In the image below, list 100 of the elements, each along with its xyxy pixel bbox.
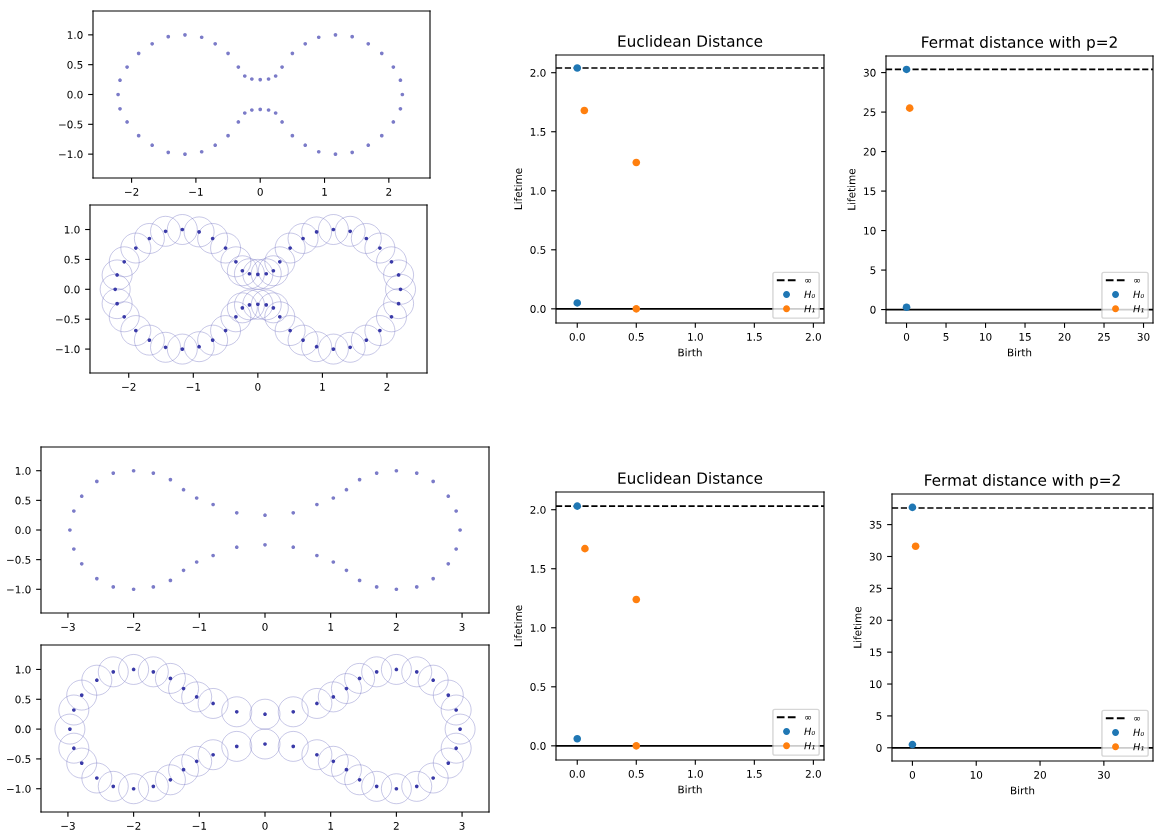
- point: [194, 560, 199, 564]
- y-tick-label: 0.0: [530, 305, 546, 313]
- point: [183, 152, 187, 156]
- y-tick-label: 20: [869, 616, 882, 625]
- point: [72, 509, 76, 513]
- point: [163, 345, 168, 350]
- y-tick-label: 35: [869, 520, 882, 529]
- point: [256, 302, 260, 307]
- point: [314, 230, 319, 234]
- point: [301, 338, 305, 342]
- point: [95, 576, 99, 581]
- point: [166, 150, 171, 155]
- legend-label: H₁: [1133, 305, 1144, 313]
- point: [211, 701, 215, 706]
- x-tick-label: 15: [1019, 333, 1031, 341]
- y-tick-label: −0.5: [56, 315, 80, 324]
- point: [454, 746, 458, 751]
- point: [256, 272, 260, 277]
- point: [134, 328, 138, 333]
- point: [181, 487, 186, 492]
- point: [258, 107, 263, 112]
- point: [431, 678, 435, 683]
- x-tick-label: 10: [970, 770, 983, 779]
- legend-label: ∞: [805, 715, 812, 720]
- point: [333, 33, 338, 37]
- point: [226, 51, 230, 56]
- point: [234, 510, 239, 515]
- point: [234, 709, 239, 714]
- x-tick-label: 2: [384, 382, 390, 391]
- x-tick-label: 0: [903, 332, 910, 341]
- point: [68, 727, 72, 731]
- point: [303, 143, 308, 148]
- point: [431, 479, 435, 484]
- point: [234, 259, 238, 264]
- point: [250, 77, 254, 81]
- point: [122, 314, 127, 319]
- point: [271, 306, 276, 310]
- x-tick-label: −1: [192, 623, 207, 631]
- x-tick-label: 2: [393, 622, 399, 631]
- point: [180, 227, 185, 232]
- point: [291, 545, 296, 550]
- point: [79, 761, 84, 765]
- x-tick-label: 2.0: [805, 769, 821, 778]
- point: [378, 328, 382, 333]
- x-tick-label: 1.5: [747, 770, 762, 778]
- point: [431, 576, 435, 581]
- x-axis-title: Birth: [1011, 786, 1035, 795]
- point: [573, 299, 582, 307]
- legend-label: H₁: [1133, 743, 1144, 751]
- point: [902, 303, 911, 312]
- x-axis-title: Birth: [678, 348, 702, 357]
- legend-label: H₀: [1133, 728, 1144, 737]
- x-tick-label: 0.5: [628, 769, 644, 778]
- point: [264, 303, 269, 307]
- point: [168, 777, 173, 782]
- point: [348, 229, 353, 234]
- x-tick-label: 0: [257, 187, 263, 196]
- point: [573, 734, 582, 743]
- point: [414, 471, 419, 475]
- point: [331, 759, 336, 764]
- x-tick-label: −2: [122, 382, 136, 391]
- y-tick-label: 30: [869, 552, 882, 561]
- y-tick-label: −1.0: [7, 585, 31, 594]
- x-tick-label: 1.5: [747, 333, 762, 341]
- point: [364, 338, 369, 342]
- x-tick-label: 3: [459, 821, 465, 830]
- point: [234, 545, 239, 550]
- point: [277, 314, 282, 319]
- point: [263, 712, 267, 717]
- point: [288, 246, 292, 250]
- point: [111, 784, 116, 789]
- point: [95, 776, 99, 780]
- point: [266, 108, 271, 112]
- x-tick-label: −2: [127, 622, 141, 631]
- x-tick-label: 0.0: [569, 332, 585, 341]
- point: [197, 344, 201, 349]
- point: [454, 547, 458, 551]
- point: [180, 347, 185, 351]
- x-tick-label: −1: [186, 383, 201, 391]
- point: [194, 759, 199, 764]
- chart-title: Fermat distance with p=2: [925, 474, 1120, 489]
- y-axis-title: Lifetime: [853, 606, 862, 648]
- point: [79, 693, 84, 697]
- legend-label: ∞: [1134, 278, 1141, 283]
- point: [151, 585, 156, 589]
- y-axis-title: Lifetime: [847, 168, 856, 210]
- point: [291, 709, 296, 714]
- point: [446, 494, 451, 499]
- x-tick-label: 1: [320, 383, 325, 391]
- point: [394, 786, 399, 791]
- point: [315, 752, 319, 757]
- point: [72, 547, 76, 551]
- point: [378, 246, 382, 250]
- point: [125, 65, 129, 69]
- point: [166, 34, 171, 39]
- point: [333, 152, 338, 156]
- legend-label: H₁: [804, 742, 815, 750]
- point: [263, 742, 267, 746]
- x-tick-label: 3: [459, 622, 465, 631]
- y-tick-label: 2.0: [530, 68, 546, 77]
